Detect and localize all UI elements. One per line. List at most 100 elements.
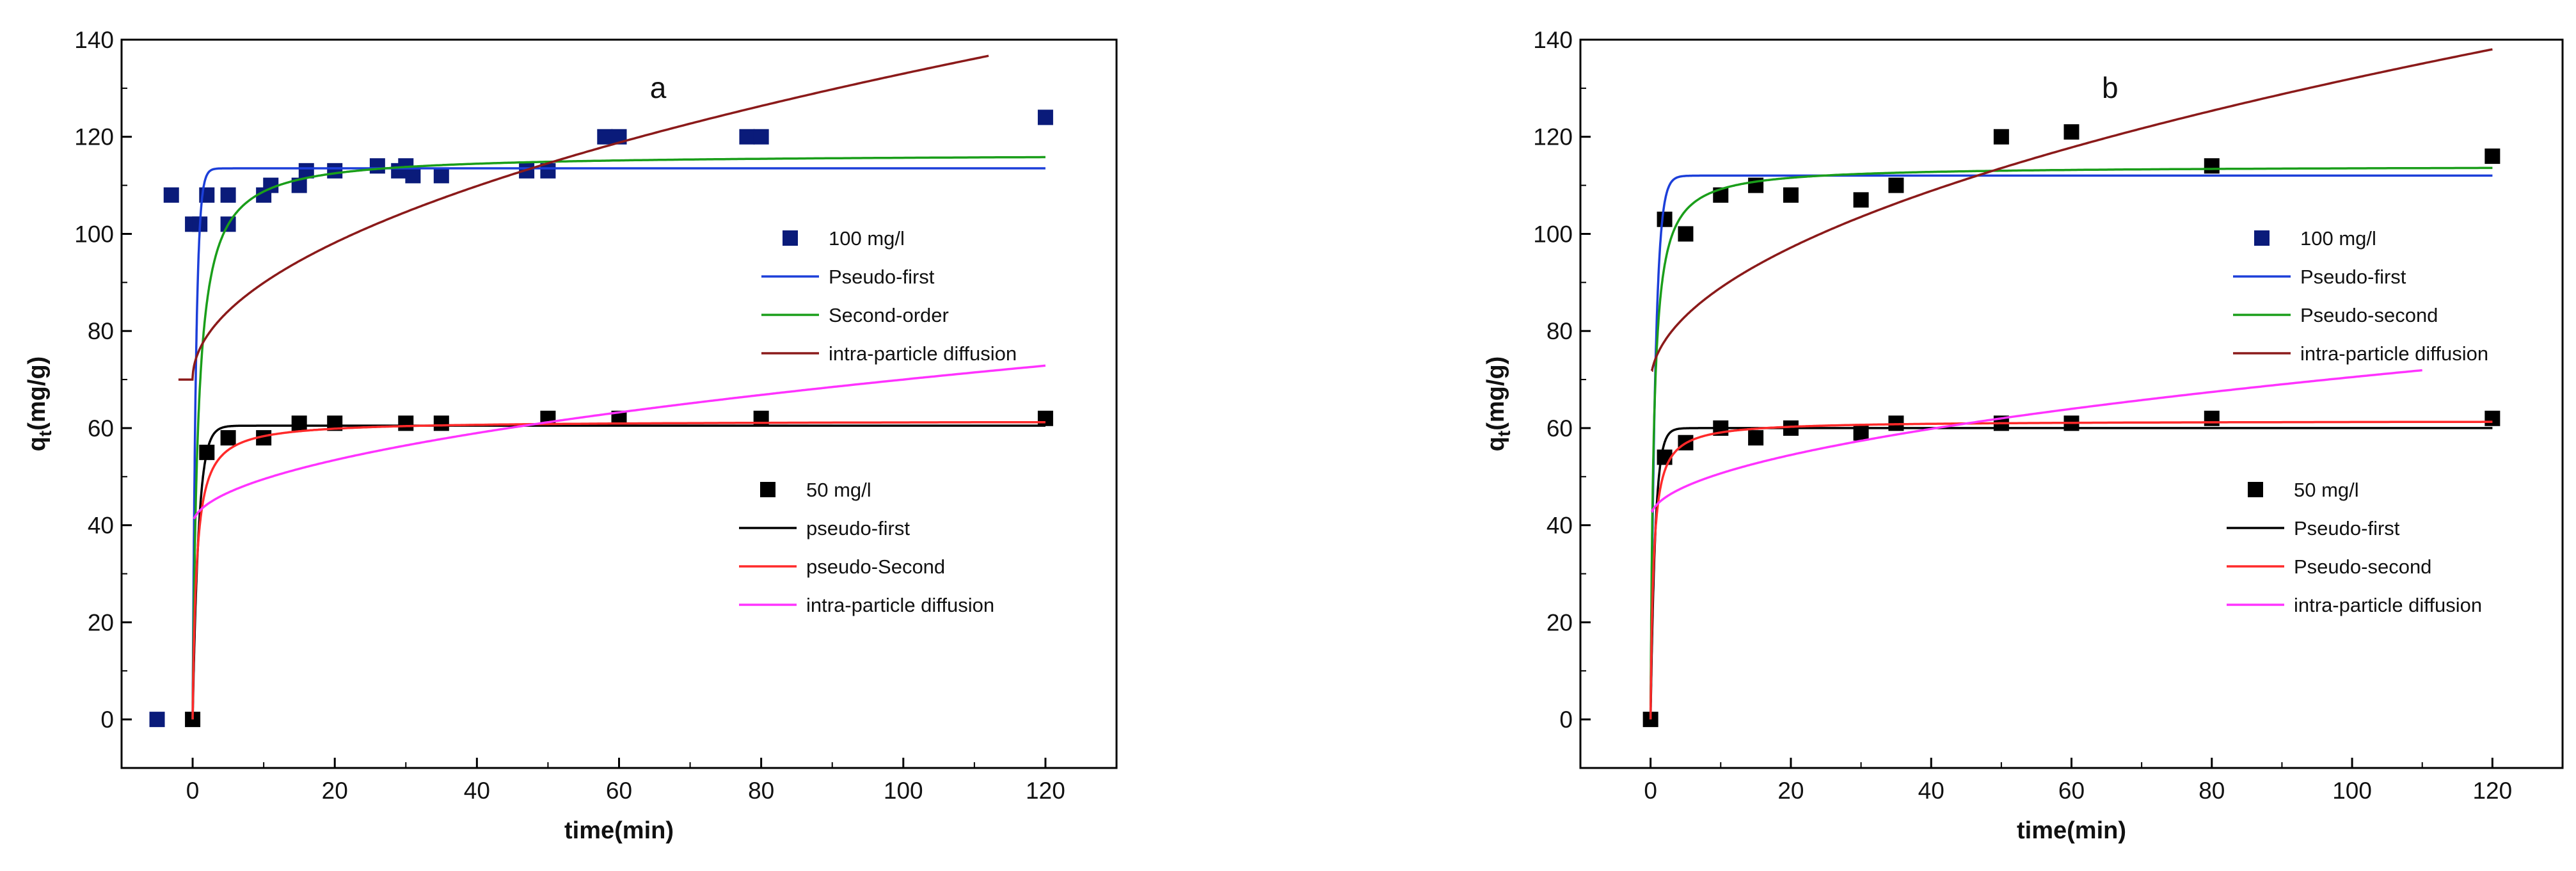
y-tick-label: 100	[1533, 221, 1573, 247]
fit-curve	[191, 420, 1046, 720]
y-tick-label: 40	[1546, 513, 1573, 539]
data-point	[1888, 177, 1904, 193]
x-tick-label: 80	[2198, 778, 2225, 804]
legend-label: Pseudo-second	[2294, 555, 2431, 578]
data-point	[1783, 187, 1799, 203]
legend-label: intra-particle diffusion	[2294, 594, 2482, 616]
legend-label: 100 mg/l	[829, 227, 905, 250]
y-axis-title: qt(mg/g)	[1483, 356, 1514, 452]
legend-marker	[783, 230, 798, 246]
fit-curve	[1651, 369, 2422, 513]
x-tick-label: 120	[2472, 778, 2512, 804]
data-point	[163, 187, 179, 203]
legend-marker	[2254, 230, 2270, 246]
data-point	[398, 415, 414, 431]
data-point	[1678, 226, 1694, 242]
legend-label: 100 mg/l	[2300, 227, 2376, 250]
data-point	[1037, 410, 1053, 426]
legend-group: 100 mg/l Pseudo-first Pseudo-second intra-p…	[2233, 227, 2488, 365]
panel-letter: a	[650, 71, 667, 104]
data-point	[1853, 192, 1869, 208]
chart-panel-b: 0 20 40 60 80 100 120 0 20 40 60 80 100 120 140 time(mi…	[1483, 27, 2564, 844]
panel-letter: b	[2102, 71, 2119, 104]
legend-label: intra-particle diffusion	[2300, 342, 2488, 365]
x-tick-label: 0	[186, 778, 200, 804]
legend-marker	[2248, 482, 2263, 497]
plot-frame	[120, 38, 1118, 769]
data-point	[597, 129, 613, 145]
x-axis-title: time(min)	[2017, 817, 2126, 844]
x-tick-label: 100	[2332, 778, 2372, 804]
y-tick-label: 120	[74, 124, 114, 150]
x-tick-label: 20	[1777, 778, 1804, 804]
legend-label: Pseudo-first	[2300, 266, 2406, 288]
y-axis-title-sub: t	[35, 431, 55, 436]
fit-curve	[1649, 427, 2493, 720]
legend-label: Pseudo-first	[829, 266, 935, 288]
data-point	[405, 168, 421, 184]
data-point	[2204, 410, 2220, 426]
x-tick-label: 40	[1918, 778, 1944, 804]
legend-label: Pseudo-first	[2294, 517, 2400, 539]
data-point	[1037, 109, 1053, 125]
y-axis-title-main: q	[24, 436, 51, 451]
y-axis-title-sub: t	[1494, 431, 1514, 436]
data-point	[2485, 410, 2500, 426]
legend-label: pseudo-Second	[806, 555, 945, 578]
fit-curve	[1649, 166, 2493, 720]
legend-label: intra-particle diffusion	[806, 594, 994, 616]
y-axis-title-unit: (mg/g)	[1483, 356, 1509, 431]
legend-label: 50 mg/l	[2294, 479, 2359, 501]
fit-curve	[191, 424, 1046, 720]
data-point	[149, 712, 165, 728]
data-point	[433, 415, 449, 431]
fit-curve	[178, 54, 989, 381]
fit-curve	[1649, 420, 2493, 720]
y-tick-label: 120	[1533, 124, 1573, 150]
y-tick-label: 140	[1533, 27, 1573, 53]
legend-group: 100 mg/l Pseudo-first Second-order intra-pa…	[761, 227, 1017, 365]
data-point	[327, 163, 343, 179]
data-point	[739, 129, 755, 145]
y-tick-label: 80	[1546, 318, 1573, 344]
data-point	[433, 168, 449, 184]
x-tick-label: 120	[1026, 778, 1065, 804]
data-point	[291, 415, 307, 431]
fit-curve	[191, 156, 1046, 720]
data-point	[1993, 129, 2009, 145]
y-tick-label: 40	[88, 513, 114, 539]
y-tick-label: 140	[74, 27, 114, 53]
legend-label: 50 mg/l	[806, 479, 871, 501]
y-tick-label: 0	[1559, 707, 1573, 733]
plot-area	[149, 54, 1053, 728]
data-point	[1748, 430, 1764, 446]
data-point	[369, 158, 385, 174]
data-point	[753, 129, 769, 145]
legend-label: Pseudo-second	[2300, 304, 2438, 326]
fit-curve	[193, 364, 1046, 520]
data-point	[1657, 211, 1673, 227]
y-tick-label: 80	[88, 318, 114, 344]
legend-group: 50 mg/l Pseudo-first Pseudo-second intra-pa…	[2227, 479, 2482, 616]
data-point	[220, 430, 236, 446]
plot-frame	[1579, 38, 2564, 769]
chart-panel-a: 0 20 40 60 80 100 120 0 20 40 60 80 100 120 140 time(mi…	[24, 27, 1118, 844]
fit-curve	[1649, 174, 2493, 720]
legend-label: pseudo-first	[806, 517, 910, 539]
legend-group: 50 mg/l pseudo-first pseudo-Second intra-pa…	[739, 479, 994, 616]
plot-area	[1642, 48, 2500, 728]
data-point	[2485, 148, 2500, 164]
y-tick-label: 60	[1546, 415, 1573, 442]
x-tick-label: 40	[464, 778, 490, 804]
y-axis-title: qt(mg/g)	[24, 356, 55, 452]
data-point	[2063, 124, 2079, 140]
legend-marker	[760, 482, 775, 497]
y-tick-label: 100	[74, 221, 114, 247]
legend-label: intra-particle diffusion	[829, 342, 1017, 365]
x-axis-title: time(min)	[564, 817, 674, 844]
y-tick-label: 20	[1546, 609, 1573, 635]
x-tick-label: 60	[2058, 778, 2085, 804]
y-tick-label: 0	[100, 707, 114, 733]
x-tick-label: 0	[1644, 778, 1657, 804]
